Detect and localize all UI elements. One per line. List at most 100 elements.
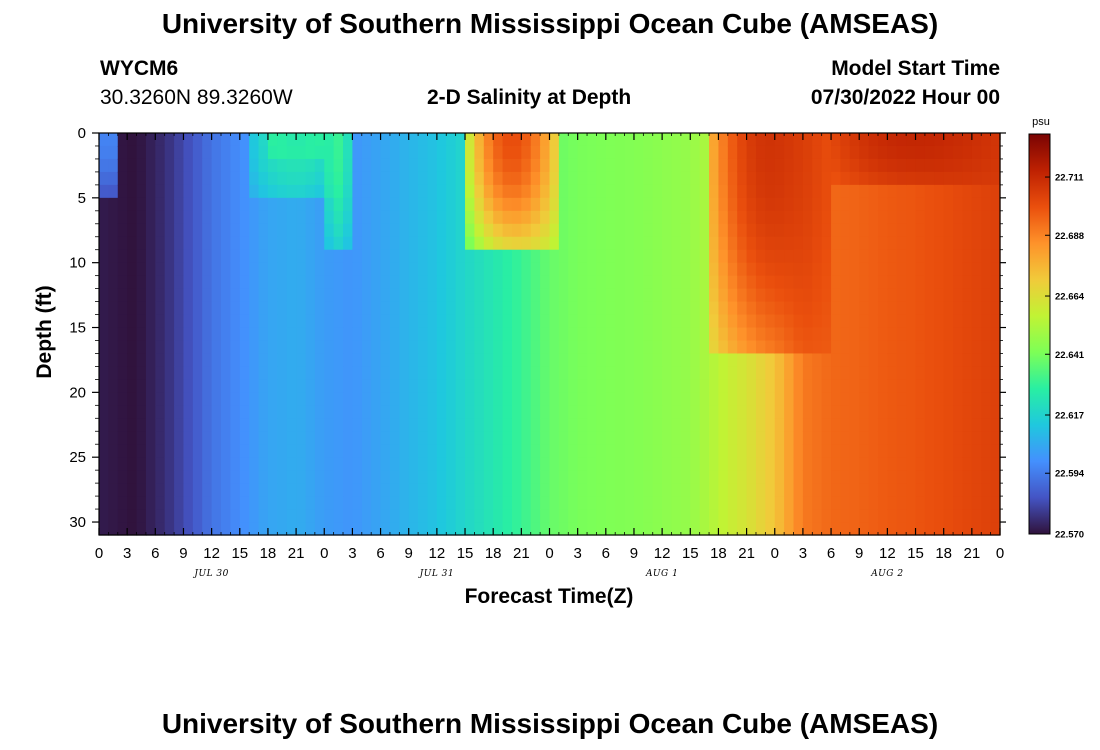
heatmap-cell — [164, 444, 175, 458]
heatmap-cell — [943, 236, 954, 251]
heatmap-cell — [136, 184, 147, 199]
heatmap-cell — [136, 275, 147, 290]
heatmap-cell — [643, 379, 654, 393]
heatmap-cell — [352, 405, 363, 419]
heatmap-cell — [906, 509, 917, 523]
heatmap-cell — [221, 236, 231, 251]
heatmap-cell — [418, 223, 429, 238]
heatmap-cell — [540, 470, 551, 484]
heatmap-cell — [877, 392, 888, 406]
heatmap-cell — [633, 340, 644, 355]
heatmap-cell — [662, 197, 673, 212]
heatmap-cell — [680, 483, 691, 497]
heatmap-cell — [183, 249, 194, 264]
heatmap-cell — [117, 327, 128, 342]
heatmap-cell — [493, 340, 504, 355]
heatmap-cell — [361, 379, 372, 393]
heatmap-cell — [408, 197, 419, 212]
heatmap-cell — [831, 392, 842, 406]
heatmap-cell — [990, 483, 1001, 497]
heatmap-cell — [765, 405, 776, 419]
heatmap-cell — [446, 353, 457, 368]
heatmap-cell — [352, 431, 363, 445]
heatmap-cell — [211, 223, 222, 238]
heatmap-cell — [221, 223, 231, 238]
heatmap-cell — [615, 236, 626, 251]
heatmap-cell — [924, 171, 935, 186]
heatmap-cell — [840, 158, 851, 173]
heatmap-cell — [371, 262, 382, 277]
heatmap-cell — [427, 496, 438, 510]
heatmap-cell — [446, 496, 457, 510]
heatmap-cell — [587, 457, 598, 471]
heatmap-cell — [361, 184, 372, 199]
heatmap-cell — [887, 457, 898, 471]
heatmap-cell — [249, 483, 260, 497]
heatmap-cell — [155, 210, 166, 225]
heatmap-cell — [859, 197, 870, 212]
heatmap-cell — [286, 236, 297, 251]
heatmap-cell — [859, 327, 870, 342]
heatmap-cell — [671, 509, 682, 523]
heatmap-cell — [680, 431, 691, 445]
heatmap-cell — [343, 392, 354, 406]
heatmap-cell — [662, 379, 673, 393]
heatmap-cell — [709, 314, 720, 329]
heatmap-cell — [117, 210, 128, 225]
heatmap-cell — [174, 444, 185, 458]
heatmap-cell — [108, 457, 119, 471]
heatmap-cell — [324, 327, 335, 342]
heatmap-cell — [436, 236, 447, 251]
heatmap-cell — [211, 470, 222, 484]
heatmap-cell — [493, 496, 504, 510]
heatmap-cell — [615, 262, 626, 277]
heatmap-cell — [699, 275, 710, 290]
heatmap-cell — [868, 366, 879, 380]
heatmap-cell — [333, 249, 344, 264]
heatmap-cell — [136, 496, 147, 510]
heatmap-cell — [755, 431, 766, 445]
heatmap-cell — [755, 262, 766, 277]
heatmap-cell — [981, 353, 992, 368]
heatmap-cell — [399, 236, 410, 251]
heatmap-cell — [849, 236, 860, 251]
heatmap-cell — [267, 327, 278, 342]
heatmap-cell — [718, 158, 729, 173]
heatmap-cell — [99, 184, 109, 199]
x-tick-label: 15 — [231, 545, 248, 562]
heatmap-cell — [934, 133, 945, 147]
heatmap-cell — [990, 249, 1001, 264]
heatmap-cell — [258, 470, 269, 484]
heatmap-cell — [521, 133, 532, 147]
heatmap-cell — [934, 392, 945, 406]
heatmap-cell — [145, 210, 156, 225]
heatmap-cell — [990, 236, 1001, 251]
heatmap-cell — [183, 353, 194, 368]
heatmap-cell — [746, 379, 757, 393]
heatmap-cell — [427, 470, 438, 484]
heatmap-cell — [493, 184, 504, 199]
heatmap-cell — [427, 431, 438, 445]
heatmap-cell — [577, 236, 588, 251]
heatmap-cell — [202, 145, 213, 160]
heatmap-cell — [915, 197, 926, 212]
heatmap-cell — [774, 223, 785, 238]
heatmap-cell — [877, 457, 888, 471]
heatmap-cell — [465, 470, 476, 484]
heatmap-cell — [249, 457, 260, 471]
heatmap-cell — [399, 145, 410, 160]
heatmap-cell — [718, 236, 729, 251]
heatmap-cell — [709, 340, 720, 355]
heatmap-cell — [371, 184, 382, 199]
heatmap-cell — [831, 470, 842, 484]
heatmap-cell — [784, 301, 795, 316]
heatmap-cell — [371, 249, 382, 264]
heatmap-cell — [446, 522, 457, 536]
heatmap-cell — [427, 314, 438, 329]
heatmap-cell — [793, 418, 804, 432]
heatmap-cell — [314, 444, 325, 458]
heatmap-cell — [943, 522, 954, 536]
heatmap-cell — [333, 496, 344, 510]
heatmap-cell — [99, 249, 109, 264]
heatmap-cell — [868, 275, 879, 290]
